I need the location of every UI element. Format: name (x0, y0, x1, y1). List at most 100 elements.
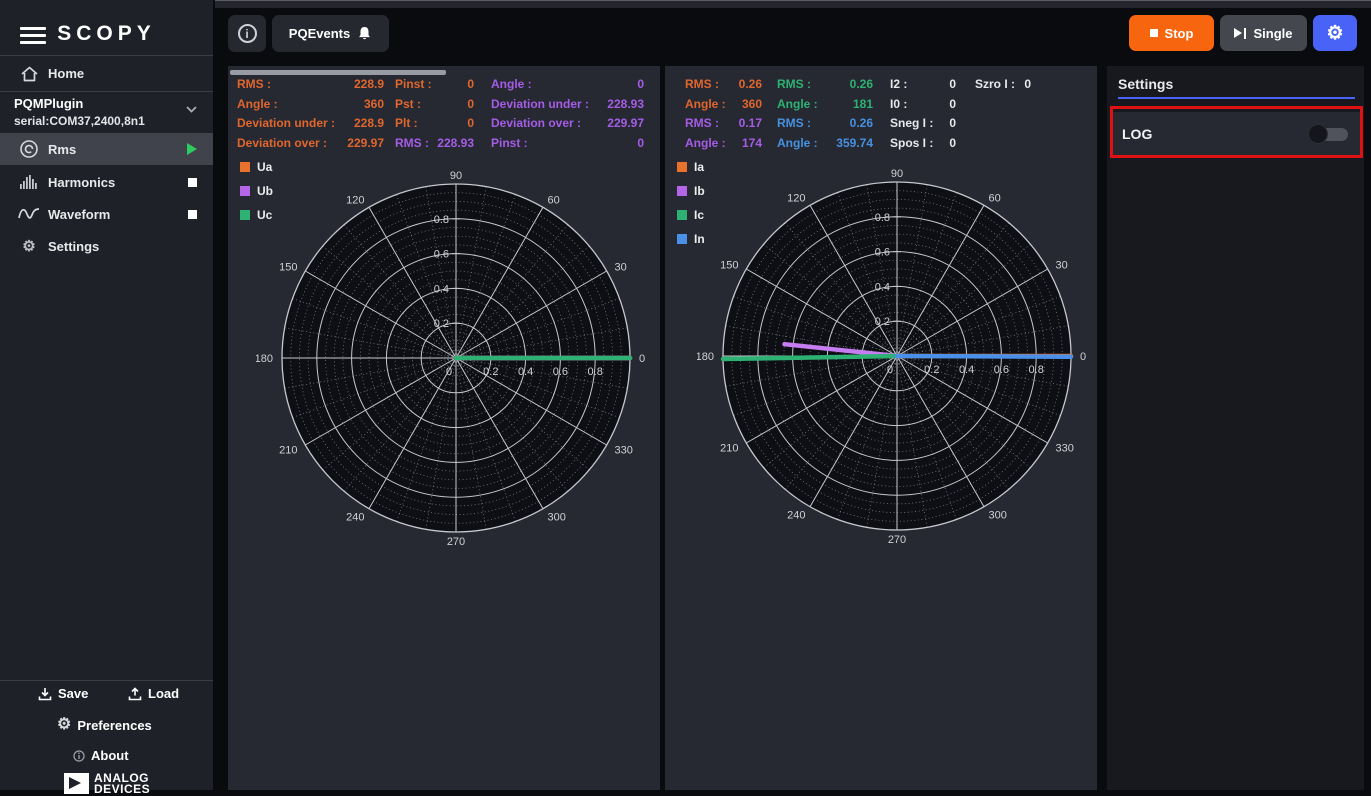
legend-item-ic[interactable]: Ic (677, 208, 705, 222)
svg-text:240: 240 (346, 511, 364, 523)
svg-text:210: 210 (279, 445, 297, 457)
sidebar-item-label: Waveform (48, 206, 111, 222)
log-toggle-switch[interactable] (1308, 124, 1348, 144)
svg-text:150: 150 (279, 262, 297, 274)
stat-label: RMS : (237, 77, 271, 91)
info-icon (73, 749, 85, 762)
toggle-knob (1308, 124, 1328, 144)
about-button[interactable]: About (73, 748, 129, 763)
sidebar-item-label: Settings (48, 238, 100, 254)
stat-value: 181 (852, 96, 873, 111)
run-indicator-stop-icon[interactable] (188, 177, 197, 187)
svg-text:0: 0 (639, 353, 645, 365)
legend-color-swatch (677, 162, 687, 172)
settings-gear-button[interactable]: ⚙ (1313, 15, 1357, 51)
stat-label: I0 : (890, 96, 908, 111)
svg-text:270: 270 (888, 534, 906, 546)
stat-value: 0 (467, 96, 474, 111)
sidebar-item-label: Home (48, 66, 85, 81)
stat-row: Angle : 181 (777, 97, 873, 117)
legend-label: Ub (257, 184, 273, 198)
sidebar-plugin-header[interactable]: PQMPlugin serial:COM37,2400,8n1 (14, 96, 199, 128)
stat-row: RMS : 0.26 (777, 77, 873, 97)
preferences-button[interactable]: ⚙ Preferences (57, 717, 152, 733)
settings-panel-title: Settings (1118, 76, 1174, 92)
sidebar-item-rms[interactable]: Rms (0, 133, 213, 165)
legend-item-uc[interactable]: Uc (240, 208, 273, 222)
polar-chart: 0 30 60 90 120 150 180 210 240 270 300 330 0.2 0.4 0.6… (696, 156, 1097, 556)
stats-horizontal-scrollbar[interactable] (230, 70, 446, 75)
sidebar-item-harmonics[interactable]: Harmonics (0, 167, 213, 197)
run-indicator-stop-icon[interactable] (188, 209, 197, 219)
svg-text:0.2: 0.2 (434, 318, 449, 330)
stop-label: Stop (1164, 25, 1194, 41)
info-button[interactable]: i (228, 15, 266, 52)
log-label: LOG (1122, 126, 1153, 142)
stat-value: 229.97 (347, 135, 384, 150)
svg-text:0: 0 (446, 366, 452, 378)
stat-value: 228.9 (353, 77, 384, 91)
stat-label: I2 : (890, 77, 908, 91)
legend: Ua Ub Uc (240, 160, 273, 222)
legend-item-ia[interactable]: Ia (677, 160, 705, 174)
gear-icon: ⚙ (22, 237, 36, 255)
stat-label: RMS : (685, 116, 719, 130)
stat-label: Pinst : (491, 135, 528, 150)
legend-color-swatch (677, 234, 687, 244)
preferences-label: Preferences (77, 717, 152, 733)
legend-item-ib[interactable]: Ib (677, 184, 705, 198)
hamburger-menu-icon[interactable] (20, 27, 46, 44)
stat-row: Plt : 0 (395, 116, 474, 136)
stat-value: 0 (637, 135, 644, 150)
sidebar-item-label: Harmonics (48, 174, 116, 190)
svg-text:330: 330 (614, 445, 632, 457)
stat-row: I2 : 0 (890, 77, 956, 97)
stat-row: Pinst : 0 (395, 77, 474, 97)
stat-value: 0 (949, 96, 956, 111)
stat-row: Angle : 360 (685, 97, 762, 117)
svg-text:300: 300 (548, 511, 566, 523)
stat-value: 228.93 (437, 135, 474, 150)
stats-column: Pinst : 0 Pst : 0 Plt : 0 RMS : 228.93 (395, 77, 474, 155)
save-button[interactable]: Save (38, 686, 88, 701)
legend-item-ua[interactable]: Ua (240, 160, 273, 174)
sidebar-item-settings[interactable]: ⚙ Settings (0, 231, 213, 261)
stat-value: 228.93 (607, 96, 644, 111)
sidebar-item-label: Rms (48, 141, 77, 157)
svg-text:30: 30 (614, 262, 626, 274)
chevron-down-icon[interactable] (186, 106, 197, 113)
stat-row: Spos I : 0 (890, 136, 956, 156)
stat-row: Szro I : 0 (975, 77, 1031, 97)
svg-text:120: 120 (787, 193, 805, 205)
save-label: Save (58, 686, 89, 701)
run-indicator-play-icon[interactable] (187, 143, 197, 155)
stat-row: Pinst : 0 (491, 136, 644, 156)
legend-label: Ic (694, 208, 705, 222)
stop-icon (1149, 29, 1158, 37)
pqevents-button[interactable]: PQEvents (272, 15, 389, 52)
svg-text:0.4: 0.4 (518, 366, 533, 378)
stat-label: Deviation under : (237, 116, 336, 130)
load-button[interactable]: Load (128, 686, 179, 701)
sidebar-item-waveform[interactable]: Waveform (0, 199, 213, 229)
stat-value: 0 (949, 116, 956, 130)
rms-icon (16, 139, 42, 159)
stat-label: Angle : (777, 96, 818, 111)
single-run-icon (1234, 27, 1247, 39)
gear-icon: ⚙ (1326, 22, 1344, 44)
stat-label: Deviation under : (491, 96, 590, 111)
stop-button[interactable]: Stop (1129, 15, 1214, 51)
stat-row: Angle : 0 (491, 77, 644, 97)
single-button[interactable]: Single (1220, 15, 1307, 51)
stat-label: RMS : (777, 77, 811, 91)
legend-item-ub[interactable]: Ub (240, 184, 273, 198)
legend-item-in[interactable]: In (677, 232, 705, 246)
legend-color-swatch (240, 186, 250, 196)
sidebar-item-home[interactable]: Home (0, 57, 213, 90)
stat-label: Sneg I : (890, 116, 934, 130)
analog-devices-logo: ANALOG DEVICES (64, 772, 150, 795)
stats-column: RMS : 0.26 Angle : 360 RMS : 0.17 Angle : 174 (685, 77, 762, 155)
stat-value: 0 (467, 77, 474, 91)
pqevents-label: PQEvents (288, 26, 351, 41)
stat-value: 0 (637, 77, 644, 91)
